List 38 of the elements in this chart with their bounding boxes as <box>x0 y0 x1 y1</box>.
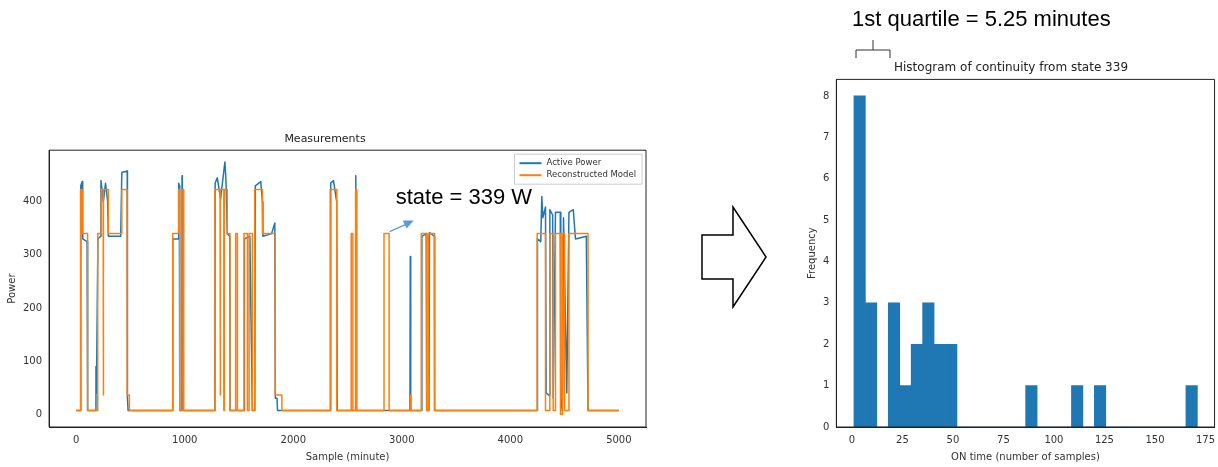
chart-title: Measurements <box>284 132 366 146</box>
x-axis-title: Sample (minute) <box>305 450 390 462</box>
x-tick-label: 0 <box>73 433 80 445</box>
x-tick-label: 5000 <box>606 433 632 445</box>
x-tick-label: 175 <box>1195 433 1215 445</box>
y-tick-label: 8 <box>822 89 830 101</box>
x-tick-label: 4000 <box>497 433 524 445</box>
x-tick-label: 25 <box>896 433 909 445</box>
y-tick-label: 1 <box>822 379 830 391</box>
y-tick-label: 0 <box>822 420 830 432</box>
y-tick-label: 0 <box>35 407 43 419</box>
y-tick-label: 100 <box>22 354 43 366</box>
x-tick-label: 2000 <box>280 433 307 445</box>
text: 1st quartile = 5.25 minutes <box>852 6 1111 32</box>
legend-label: Reconstructed Model <box>546 169 636 180</box>
chart-title: Histogram of continuity from state 339 <box>893 60 1129 75</box>
y-tick-label: 300 <box>22 248 43 260</box>
y-tick-label: 7 <box>822 130 830 142</box>
x-tick-label: 100 <box>1044 433 1064 445</box>
y-axis-title: Frequency <box>805 227 817 280</box>
x-tick-label: 125 <box>1094 433 1114 445</box>
y-axis-title: Power <box>5 272 17 304</box>
x-tick-label: 3000 <box>389 433 415 445</box>
x-axis-title: ON time (number of samples) <box>951 450 1100 462</box>
y-tick-label: 200 <box>22 301 43 313</box>
y-tick-label: 6 <box>822 172 830 184</box>
x-tick-label: 150 <box>1145 433 1165 445</box>
y-tick-label: 3 <box>822 296 830 308</box>
y-tick-label: 2 <box>822 337 830 349</box>
y-tick-label: 4 <box>822 255 830 267</box>
y-tick-label: 400 <box>22 195 43 207</box>
y-tick-label: 5 <box>822 213 830 225</box>
x-tick-label: 0 <box>848 433 856 445</box>
annotation: state = 339 W <box>395 183 533 209</box>
x-tick-label: 1000 <box>172 433 198 445</box>
legend-label: Active Power <box>546 157 602 168</box>
x-tick-label: 75 <box>997 433 1010 445</box>
x-tick-label: 50 <box>946 433 960 445</box>
